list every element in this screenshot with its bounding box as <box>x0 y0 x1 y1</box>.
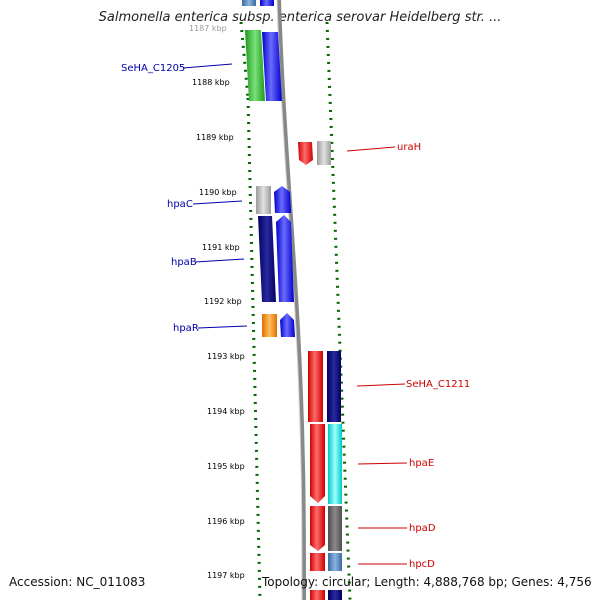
leader-hpaR <box>197 325 248 329</box>
gene-uraH-plus[interactable] <box>317 141 331 165</box>
leader-uraH <box>346 146 396 152</box>
tick-label-1188: 1188 kbp <box>192 78 230 87</box>
genome-backbone <box>277 0 306 600</box>
gene-label-hpaD[interactable]: hpaD <box>409 523 436 534</box>
gene-hpaD-plus[interactable] <box>328 506 342 551</box>
genome-title: Salmonella enterica subsp. enterica sero… <box>98 10 502 25</box>
gene-top-partial-steel[interactable] <box>242 0 256 6</box>
gene-top-partial-blue[interactable] <box>260 0 274 6</box>
gene-hpaC-minus[interactable] <box>256 186 271 214</box>
leader-hpaB <box>194 258 245 263</box>
accession-text: Accession: NC_011083 <box>9 575 146 589</box>
topology-text: Topology: circular; Length: 4,888,768 bp… <box>262 575 592 589</box>
gene-hpaD-minus[interactable] <box>310 506 325 551</box>
gene-label-hpaE[interactable]: hpaE <box>409 458 434 469</box>
gene-uraH-minus[interactable] <box>298 142 313 165</box>
gene-label-hpaB[interactable]: hpaB <box>171 257 197 268</box>
tick-label-1195: 1195 kbp <box>207 462 245 471</box>
track-border-right <box>325 21 352 600</box>
gene-hpaR-plus[interactable] <box>280 313 295 337</box>
gene-hpcD-plus[interactable] <box>328 553 342 571</box>
tick-label-1194: 1194 kbp <box>207 407 245 416</box>
tick-label-1189: 1189 kbp <box>196 133 234 142</box>
gene-hpaE-minus[interactable] <box>310 424 325 503</box>
gene-bottom-partial-red[interactable] <box>310 590 325 600</box>
gene-SeHA_C1205-minus[interactable] <box>245 30 265 101</box>
gene-hpaE-plus[interactable] <box>328 424 342 504</box>
leader-hpaC <box>192 200 243 205</box>
tick-label-1187: 1187 kbp <box>189 24 227 33</box>
gene-label-hpcD[interactable]: hpcD <box>409 559 435 570</box>
gene-hpcD-minus[interactable] <box>310 553 325 571</box>
tick-label-1191: 1191 kbp <box>202 243 240 252</box>
gene-SeHA_C1205-plus[interactable] <box>262 32 282 101</box>
tick-label-1196: 1196 kbp <box>207 517 245 526</box>
gene-hpaB-minus[interactable] <box>258 216 276 302</box>
leader-SeHA_C1211 <box>356 383 406 387</box>
tick-label-1197: 1197 kbp <box>207 571 245 580</box>
gene-hpaC-plus[interactable] <box>274 186 291 213</box>
gene-label-uraH[interactable]: uraH <box>397 142 421 153</box>
leader-SeHA_C1205 <box>182 63 233 69</box>
track-border-left <box>246 97 262 600</box>
scale-ticks: 1187 kbp 1188 kbp 1189 kbp 1190 kbp 1191… <box>189 24 245 580</box>
gene-label-hpaR[interactable]: hpaR <box>173 323 199 334</box>
leader-hpaE <box>357 462 408 465</box>
tick-label-1192: 1192 kbp <box>204 297 242 306</box>
gene-label-SeHA_C1211[interactable]: SeHA_C1211 <box>406 379 470 390</box>
gene-label-hpaC[interactable]: hpaC <box>167 199 193 210</box>
gene-SeHA_C1211-plus[interactable] <box>327 351 341 422</box>
gene-label-SeHA_C1205[interactable]: SeHA_C1205 <box>121 63 185 74</box>
tick-label-1193: 1193 kbp <box>207 352 245 361</box>
tick-label-1190: 1190 kbp <box>199 188 237 197</box>
gene-hpaR-minus[interactable] <box>262 314 277 337</box>
gene-bottom-partial-navy[interactable] <box>328 590 342 600</box>
gene-SeHA_C1211-minus[interactable] <box>308 351 323 422</box>
gene-hpaB-plus[interactable] <box>276 215 294 302</box>
genome-backbone-highlight <box>276 0 303 600</box>
